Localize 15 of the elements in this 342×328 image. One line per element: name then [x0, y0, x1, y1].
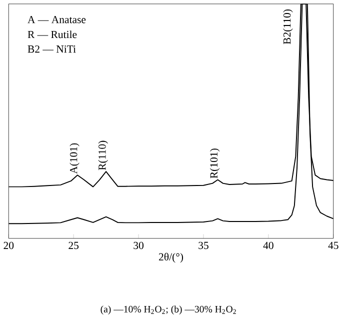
x-axis-title: 2θ/(°): [158, 253, 184, 263]
x-tick-label: 40: [263, 242, 274, 250]
annotation: A(101): [70, 143, 80, 174]
x-tick-label: 20: [4, 242, 14, 250]
annotation: R — Rutile: [28, 30, 77, 38]
annotation: A — Anatase: [28, 16, 86, 24]
x-tick-label: 35: [198, 242, 208, 250]
annotation: R(110): [98, 140, 108, 170]
x-tick-label: 45: [328, 242, 338, 250]
x-tick-label: 25: [68, 242, 79, 250]
x-tick-label: 30: [134, 242, 144, 250]
annotation: B2(110): [283, 10, 293, 44]
text: (a) —10% H$_{2}$O$_{2}$; (b) —30% H$_{2}$O$_{2}$: [100, 306, 236, 315]
annotation: R(101): [210, 148, 220, 178]
annotation: B2 — NiTi: [28, 46, 76, 53]
